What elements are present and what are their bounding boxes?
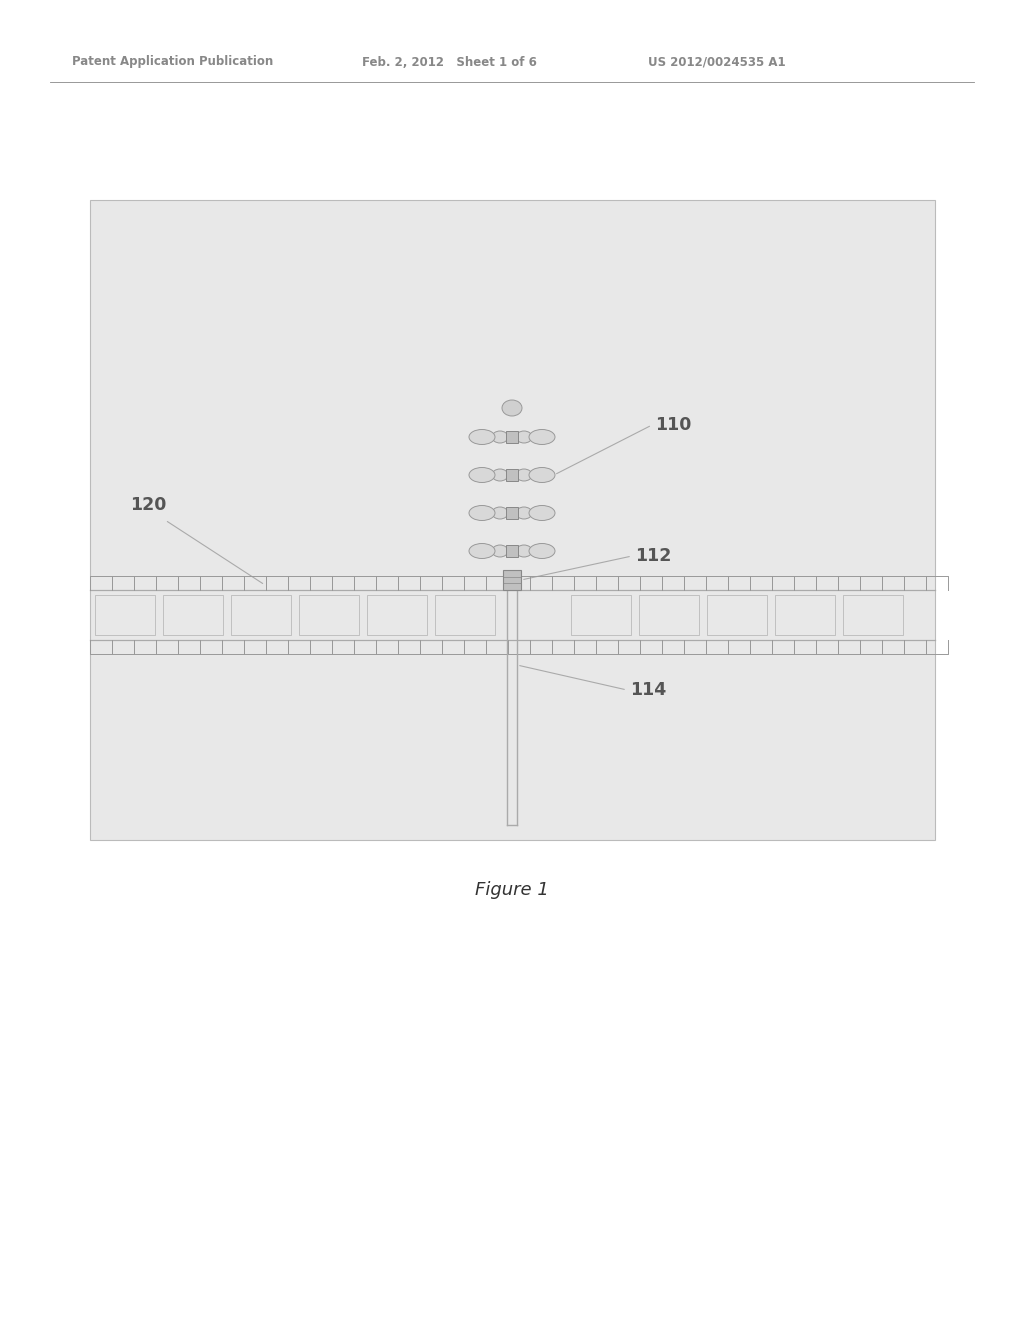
Ellipse shape bbox=[529, 429, 555, 445]
Text: Figure 1: Figure 1 bbox=[475, 880, 549, 899]
Ellipse shape bbox=[516, 545, 532, 557]
Bar bbox=[503, 570, 521, 590]
Text: Feb. 2, 2012   Sheet 1 of 6: Feb. 2, 2012 Sheet 1 of 6 bbox=[362, 55, 537, 69]
Bar bbox=[435, 595, 495, 635]
Ellipse shape bbox=[492, 507, 508, 519]
Bar bbox=[571, 595, 631, 635]
Ellipse shape bbox=[492, 469, 508, 480]
Ellipse shape bbox=[469, 506, 495, 520]
Text: Patent Application Publication: Patent Application Publication bbox=[72, 55, 273, 69]
Bar bbox=[775, 595, 835, 635]
Ellipse shape bbox=[469, 429, 495, 445]
Text: 112: 112 bbox=[635, 546, 672, 565]
Ellipse shape bbox=[502, 400, 522, 416]
Bar bbox=[506, 507, 518, 519]
Text: 110: 110 bbox=[655, 416, 691, 434]
Bar bbox=[843, 595, 903, 635]
Bar bbox=[231, 595, 291, 635]
Text: US 2012/0024535 A1: US 2012/0024535 A1 bbox=[648, 55, 785, 69]
Bar bbox=[707, 595, 767, 635]
Ellipse shape bbox=[516, 507, 532, 519]
Text: 120: 120 bbox=[130, 496, 166, 513]
Ellipse shape bbox=[529, 544, 555, 558]
Ellipse shape bbox=[529, 467, 555, 483]
Ellipse shape bbox=[516, 469, 532, 480]
Bar bbox=[367, 595, 427, 635]
Ellipse shape bbox=[492, 545, 508, 557]
Ellipse shape bbox=[469, 544, 495, 558]
Ellipse shape bbox=[529, 506, 555, 520]
Bar bbox=[506, 545, 518, 557]
Bar bbox=[90, 201, 935, 840]
Bar bbox=[506, 432, 518, 444]
Bar bbox=[299, 595, 359, 635]
Bar bbox=[95, 595, 155, 635]
Bar bbox=[506, 469, 518, 480]
Bar bbox=[639, 595, 699, 635]
Bar bbox=[163, 595, 223, 635]
Text: 114: 114 bbox=[630, 681, 667, 700]
Ellipse shape bbox=[469, 467, 495, 483]
Ellipse shape bbox=[492, 432, 508, 444]
Ellipse shape bbox=[516, 432, 532, 444]
